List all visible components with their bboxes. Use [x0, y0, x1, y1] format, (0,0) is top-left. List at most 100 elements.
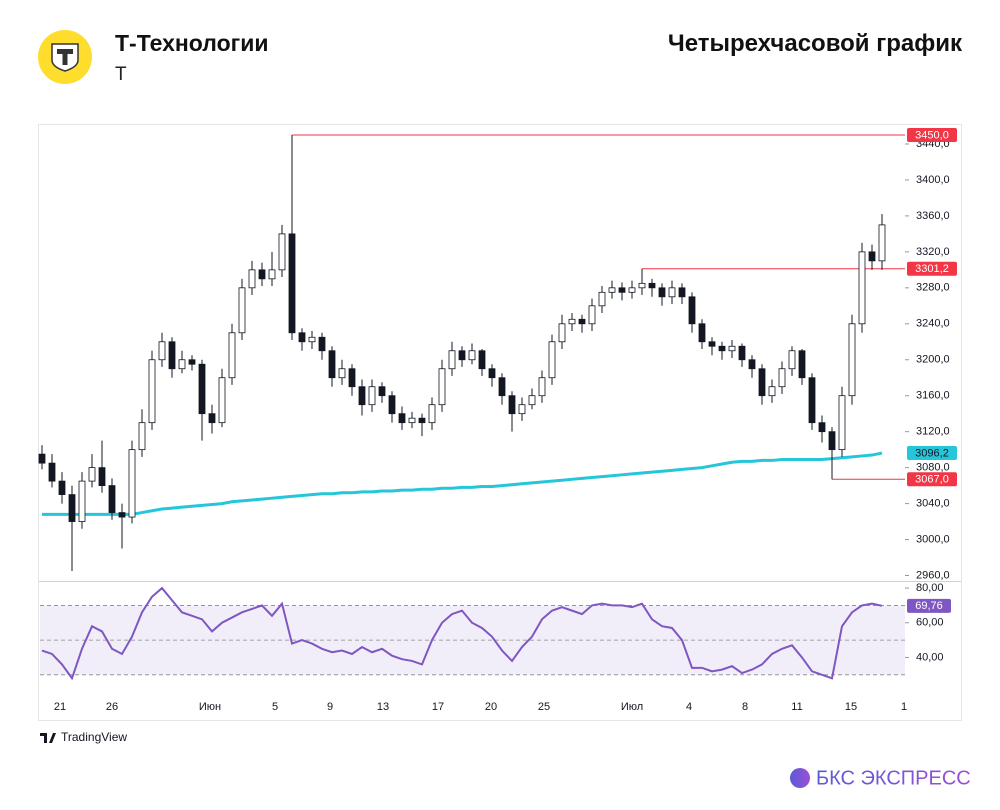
level-tag-label: 3301,2 [915, 263, 949, 275]
candle-body [138, 422, 146, 451]
candle-body [708, 341, 716, 347]
candle-body [108, 485, 116, 513]
candle-body [648, 282, 656, 289]
x-tick-label: 9 [327, 701, 333, 713]
candle-body [118, 512, 126, 518]
logo [38, 30, 92, 84]
brand-icon [790, 768, 810, 788]
candle-body [238, 287, 246, 334]
candle-body [438, 368, 446, 406]
candle-body [288, 233, 296, 334]
rsi-tick-label: 40,00 [916, 651, 944, 663]
x-tick-label: 11 [791, 701, 802, 713]
candle-body [548, 341, 556, 379]
x-tick-label: 17 [432, 701, 444, 713]
tv-logo: TradingView [40, 730, 127, 744]
candle-body [468, 350, 476, 361]
candle-body [58, 480, 66, 495]
candle-body [508, 395, 516, 415]
candle-body [128, 449, 136, 518]
level-tag [907, 127, 957, 142]
chart-label: Четырехчасовой график [667, 30, 962, 57]
candle-body [348, 368, 356, 388]
candle-body [598, 291, 606, 307]
candle-body [148, 359, 156, 424]
level-tag-label: 3067,0 [915, 474, 949, 486]
x-tick-label: 1 [901, 701, 907, 713]
candle-body [588, 305, 596, 325]
y-tick-label: 3360,0 [916, 210, 950, 222]
y-tick-label: 3400,0 [916, 174, 950, 186]
candle-body [258, 269, 266, 280]
candle-body [818, 422, 826, 433]
candle-body [678, 287, 686, 298]
candle-body [578, 318, 586, 325]
candle-body [98, 467, 106, 487]
candle-body [88, 467, 96, 482]
candle-body [528, 395, 536, 406]
candle-body [268, 269, 276, 280]
x-tick-label: 5 [272, 701, 278, 713]
candle-body [168, 341, 176, 370]
candle-body [758, 368, 766, 397]
y-tick-label: 3160,0 [916, 390, 950, 402]
candle-body [688, 296, 696, 325]
rsi-band [40, 605, 905, 675]
candle-body [398, 413, 406, 424]
rsi-tick-label: 80,00 [916, 582, 944, 594]
x-tick-label: Июн [199, 701, 221, 713]
rsi-tick-label: 60,00 [916, 617, 944, 629]
candle-body [78, 480, 86, 522]
candle-body [388, 395, 396, 415]
y-tick-label: 3320,0 [916, 246, 950, 258]
candle-body [418, 417, 426, 424]
x-tick-label: 25 [538, 701, 550, 713]
candle-body [778, 368, 786, 388]
level-tag-label: 3450,0 [915, 129, 949, 141]
y-tick-label: 3000,0 [916, 533, 950, 545]
x-tick-label: 13 [377, 701, 389, 713]
candle-body [878, 224, 886, 262]
candle-body [358, 386, 366, 406]
candle-body [308, 336, 316, 343]
candle-body [568, 318, 576, 325]
candle-body [208, 413, 216, 424]
rsi-line [41, 586, 883, 681]
candle-body [558, 323, 566, 343]
candle-body [848, 323, 856, 397]
candle-body [658, 287, 666, 298]
level-tag [907, 472, 957, 487]
ma-line [42, 451, 883, 516]
candle-body [198, 363, 206, 415]
candle-body [718, 345, 726, 352]
candle-body [798, 350, 806, 379]
candle-body [858, 251, 866, 325]
ticker: Т [115, 64, 127, 85]
x-tick-label: 21 [54, 701, 66, 713]
candle-body [458, 350, 466, 361]
candle-body [428, 404, 436, 424]
y-tick-label: 3200,0 [916, 354, 950, 366]
candle-body [478, 350, 486, 370]
ma-tag [907, 446, 957, 461]
candle-body [38, 453, 46, 464]
company-name: Т-Технологии [115, 30, 269, 56]
candle-body [48, 462, 56, 482]
candle-body [298, 332, 306, 343]
candle-body [768, 386, 776, 397]
y-tick-label: 3240,0 [916, 318, 950, 330]
candle-body [748, 359, 756, 370]
x-tick-label: 4 [686, 701, 692, 713]
candle-body [628, 287, 636, 293]
candle-body [668, 287, 676, 298]
candle-body [248, 269, 256, 289]
candle-body [728, 345, 736, 352]
ma-tag-label: 3096,2 [915, 447, 949, 459]
candle-body [218, 377, 226, 424]
candle-body [68, 494, 76, 522]
x-tick-label: Июл [621, 701, 643, 713]
candle-body [188, 359, 196, 365]
candle-body [538, 377, 546, 397]
tv-text: TradingView [61, 730, 127, 744]
